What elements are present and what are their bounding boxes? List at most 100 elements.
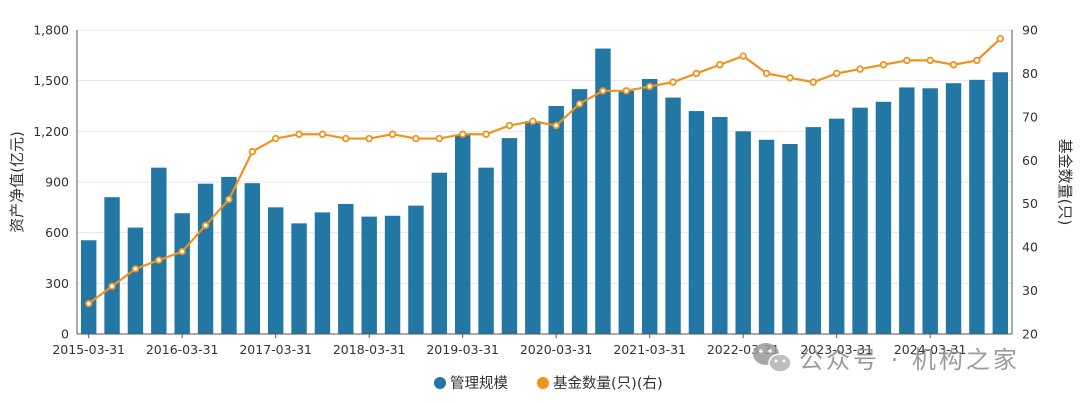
bar bbox=[712, 116, 728, 334]
bar bbox=[197, 183, 214, 334]
bar bbox=[641, 78, 658, 334]
y2-tick-label: 80 bbox=[1022, 66, 1038, 81]
bar bbox=[221, 176, 237, 334]
bar bbox=[478, 167, 494, 334]
y-tick-label: 300 bbox=[45, 276, 69, 291]
y2-tick-label: 60 bbox=[1022, 153, 1038, 168]
wechat-icon bbox=[753, 343, 792, 373]
x-tick-label: 2021-03-31 bbox=[613, 342, 686, 357]
watermark: 公众号 · 机构之家 bbox=[753, 343, 1020, 374]
bar bbox=[244, 183, 261, 334]
bar bbox=[454, 134, 471, 334]
bar bbox=[548, 106, 564, 334]
y2-tick-label: 90 bbox=[1022, 23, 1038, 38]
y-axis-right-ticks: 20 30 40 50 60 70 80 90 bbox=[1022, 23, 1038, 342]
line-point bbox=[973, 56, 981, 65]
line-point bbox=[809, 78, 818, 86]
x-tick-label: 2015-03-31 bbox=[52, 342, 125, 357]
line-path bbox=[88, 37, 1002, 305]
line-point bbox=[575, 100, 584, 108]
line-point bbox=[996, 34, 1005, 43]
bar bbox=[408, 205, 424, 334]
line-point bbox=[716, 61, 724, 69]
line-point bbox=[225, 195, 233, 204]
line-point bbox=[295, 130, 303, 138]
bar bbox=[151, 167, 167, 334]
y2-tick-label: 40 bbox=[1022, 240, 1038, 255]
x-tick-label: 2019-03-31 bbox=[426, 342, 499, 357]
axes bbox=[76, 30, 1013, 335]
bar bbox=[875, 101, 892, 335]
line-point bbox=[365, 134, 373, 143]
line-point bbox=[458, 130, 467, 138]
y-axis-left-title: 资产净值(亿元) bbox=[8, 131, 26, 233]
line-point bbox=[926, 56, 934, 65]
bar bbox=[992, 72, 1009, 334]
x-tick-label: 2024-03-31 bbox=[894, 342, 967, 357]
bar bbox=[595, 48, 611, 334]
watermark-text: 公众号 · 机构之家 bbox=[799, 346, 1020, 374]
line-point bbox=[552, 121, 560, 130]
line-point bbox=[832, 69, 841, 78]
legend-label-line: 基金数量(只)(右) bbox=[553, 375, 663, 392]
line-point bbox=[529, 117, 537, 125]
y2-tick-label: 50 bbox=[1022, 196, 1038, 211]
bar bbox=[688, 111, 705, 334]
bar bbox=[525, 121, 541, 334]
line-series bbox=[84, 34, 1005, 308]
x-tick-label: 2020-03-31 bbox=[520, 342, 593, 357]
x-tick-label: 2023-03-31 bbox=[800, 342, 873, 357]
line-point bbox=[482, 130, 490, 138]
line-point bbox=[84, 299, 93, 308]
line-point bbox=[155, 256, 163, 264]
y-tick-label: 900 bbox=[45, 175, 69, 190]
y-tick-label: 0 bbox=[61, 327, 69, 342]
line-point bbox=[949, 61, 958, 69]
line-point bbox=[762, 69, 771, 78]
y-tick-label: 1,200 bbox=[33, 124, 69, 139]
line-point bbox=[669, 78, 677, 86]
bar bbox=[267, 207, 284, 334]
y2-tick-label: 30 bbox=[1022, 283, 1038, 298]
line-point bbox=[318, 130, 327, 138]
bar bbox=[899, 87, 915, 334]
line-point bbox=[505, 121, 514, 130]
line-point bbox=[131, 265, 140, 273]
legend: 管理规模 基金数量(只)(右) bbox=[434, 375, 663, 392]
line-point bbox=[271, 134, 280, 143]
bar bbox=[571, 89, 588, 334]
y-axis-right-title: 基金数量(只) bbox=[1056, 139, 1074, 226]
bar bbox=[314, 212, 331, 334]
bar bbox=[735, 131, 751, 334]
y-tick-label: 1,500 bbox=[33, 73, 69, 88]
bar bbox=[805, 127, 822, 334]
bar bbox=[618, 90, 635, 334]
bar bbox=[127, 227, 144, 334]
bar bbox=[361, 216, 377, 334]
y-tick-label: 600 bbox=[45, 225, 69, 240]
bar bbox=[384, 215, 401, 334]
y-axis-left-ticks: 0 300 600 900 1,200 1,500 1,800 bbox=[33, 23, 69, 342]
bar bbox=[828, 118, 845, 335]
line-point bbox=[903, 56, 911, 65]
bar bbox=[291, 223, 307, 334]
x-tick-label: 2017-03-31 bbox=[239, 342, 312, 357]
y-tick-label: 1,800 bbox=[33, 23, 69, 38]
line-point bbox=[739, 52, 747, 60]
bar bbox=[431, 172, 448, 334]
bar bbox=[174, 213, 190, 334]
line-point bbox=[435, 134, 444, 143]
bar bbox=[104, 197, 120, 334]
bar bbox=[945, 83, 962, 334]
line-point bbox=[879, 61, 888, 69]
x-tick-label: 2018-03-31 bbox=[333, 342, 406, 357]
line-point bbox=[412, 134, 420, 143]
legend-marker-bars bbox=[434, 377, 446, 389]
bar-series bbox=[80, 48, 1009, 335]
bar bbox=[922, 88, 938, 335]
bar bbox=[80, 240, 97, 334]
line-point bbox=[856, 65, 864, 73]
y2-tick-label: 20 bbox=[1022, 327, 1038, 342]
bar bbox=[758, 139, 775, 334]
